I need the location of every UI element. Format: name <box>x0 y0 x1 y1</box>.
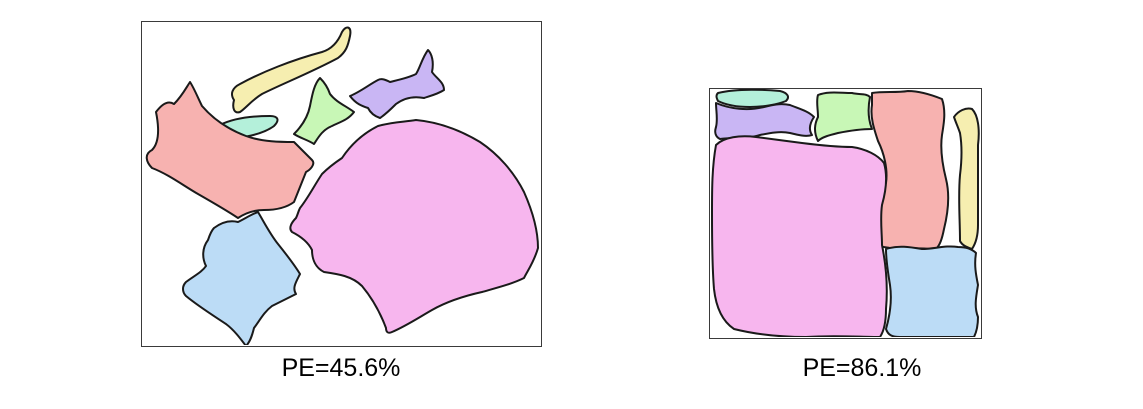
fragment-purple <box>714 102 815 140</box>
caption-right: PE=86.1% <box>802 354 922 382</box>
fragment-blue <box>885 245 979 337</box>
fragment-yellow <box>953 107 980 250</box>
fragment-purple <box>349 49 445 119</box>
fragment-blue <box>182 211 301 345</box>
fragment-green <box>814 91 873 142</box>
fragment-red <box>145 81 315 219</box>
fragment-pink <box>289 119 539 334</box>
caption-left: PE=45.6% <box>281 354 401 382</box>
assembled-fragments-canvas <box>711 89 980 337</box>
assembled-fragments-panel <box>709 88 982 339</box>
scattered-fragments-panel <box>141 21 542 347</box>
fragment-green <box>293 77 355 145</box>
fragment-pink <box>711 135 888 337</box>
scattered-fragments-canvas <box>145 26 539 345</box>
fragment-yellow <box>231 26 352 114</box>
